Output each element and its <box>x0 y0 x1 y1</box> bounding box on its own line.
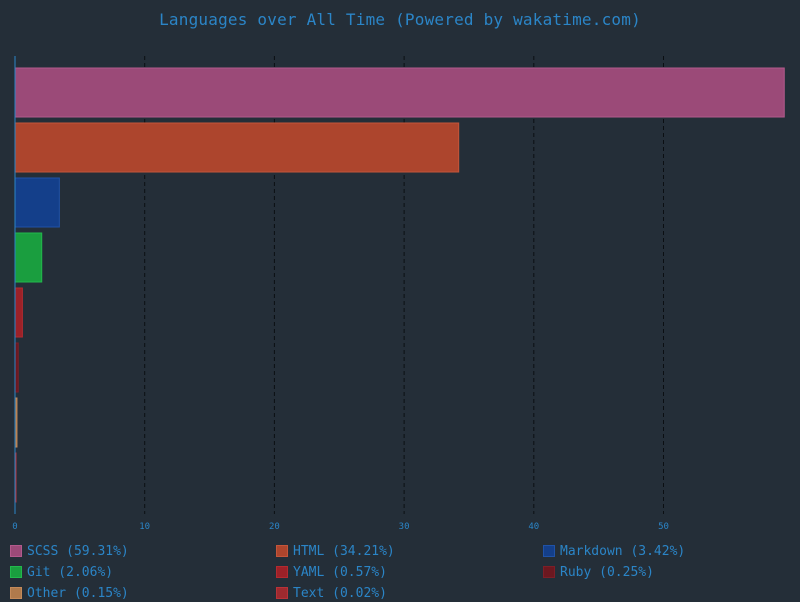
bar-yaml <box>14 287 23 338</box>
legend-label: Text (0.02%) <box>293 585 387 601</box>
legend-label: Ruby (0.25%) <box>560 564 654 580</box>
bar-scss <box>14 67 785 118</box>
x-tick-label-30: 30 <box>399 522 410 532</box>
legend-item-text: Text (0.02%) <box>276 584 387 602</box>
legend-item-html: HTML (34.21%) <box>276 542 395 560</box>
legend-item-other: Other (0.15%) <box>10 584 129 602</box>
legend-label: HTML (34.21%) <box>293 543 395 559</box>
bar-git <box>14 232 43 283</box>
x-tick-label-40: 40 <box>528 522 539 532</box>
legend-swatch <box>543 566 555 578</box>
legend-swatch <box>543 545 555 557</box>
legend-swatch <box>10 587 22 599</box>
legend-item-ruby: Ruby (0.25%) <box>543 563 654 581</box>
legend-label: Other (0.15%) <box>27 585 129 601</box>
bar-markdown <box>14 177 60 228</box>
legend-label: YAML (0.57%) <box>293 564 387 580</box>
legend-swatch <box>10 566 22 578</box>
x-tick-label-50: 50 <box>658 522 669 532</box>
legend-label: SCSS (59.31%) <box>27 543 129 559</box>
chart-title: Languages over All Time (Powered by waka… <box>159 10 641 29</box>
x-tick-label-10: 10 <box>139 522 150 532</box>
legend-label: Git (2.06%) <box>27 564 114 580</box>
legend-swatch <box>276 545 288 557</box>
x-tick-label-20: 20 <box>269 522 280 532</box>
legend-item-git: Git (2.06%) <box>10 563 113 581</box>
legend-item-yaml: YAML (0.57%) <box>276 563 387 581</box>
bar-html <box>14 122 460 173</box>
legend-item-scss: SCSS (59.31%) <box>10 542 129 560</box>
legend-swatch <box>276 566 288 578</box>
x-tick-label-0: 0 <box>12 522 17 532</box>
legend-label: Markdown (3.42%) <box>560 543 686 559</box>
legend-swatch <box>10 545 22 557</box>
legend-item-markdown: Markdown (3.42%) <box>543 542 685 560</box>
legend-swatch <box>276 587 288 599</box>
